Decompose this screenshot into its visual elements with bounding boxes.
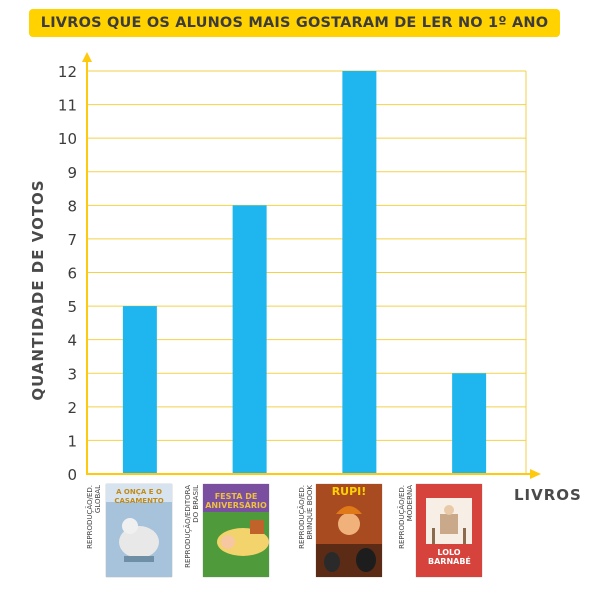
- y-tick-label: 10: [58, 130, 77, 148]
- book-cover-3-illustration: [316, 484, 382, 577]
- chart-title-banner: LIVROS QUE OS ALUNOS MAIS GOSTARAM DE LE…: [29, 9, 560, 37]
- cover-credit-4: REPRODUÇÃO/ED. MODERNA: [398, 485, 414, 549]
- chart-title: LIVROS QUE OS ALUNOS MAIS GOSTARAM DE LE…: [40, 15, 549, 31]
- book-cover-1-title: A ONÇA E O CASAMENTO: [114, 488, 164, 505]
- y-tick-label: 0: [67, 466, 77, 484]
- book-cover-2-title: FESTA DE ANIVERSÁRIO: [205, 492, 267, 510]
- y-tick-label: 6: [67, 265, 77, 283]
- x-axis-label: LIVROS: [514, 486, 582, 504]
- y-axis-arrow: [82, 52, 92, 62]
- y-tick-label: 11: [58, 97, 77, 115]
- book-cover-1: A ONÇA E O CASAMENTO: [106, 484, 172, 577]
- y-tick-label: 12: [58, 63, 77, 81]
- bar-4: [452, 373, 487, 474]
- cover-credit-3: REPRODUÇÃO/ED. BRINQUE BOOK: [298, 485, 314, 549]
- cover-credit-2: REPRODUÇÃO/EDITORA DO BRASIL: [184, 485, 200, 568]
- bar-3: [342, 71, 377, 474]
- book-cover-2-illustration: [203, 484, 269, 577]
- y-tick-label: 2: [67, 399, 77, 417]
- bar-1: [122, 306, 157, 474]
- y-tick-label: 7: [67, 231, 77, 249]
- y-tick-label: 3: [67, 365, 77, 383]
- y-tick-label: 5: [67, 298, 77, 316]
- bar-2: [232, 205, 267, 475]
- book-cover-2: FESTA DE ANIVERSÁRIO: [203, 484, 269, 577]
- book-cover-3: RUPI!: [316, 484, 382, 577]
- book-cover-4-title: LOLO BARNABÉ: [428, 548, 471, 566]
- y-tick-label: 4: [67, 332, 77, 350]
- y-tick-label: 1: [67, 432, 77, 450]
- book-cover-4: LOLO BARNABÉ: [416, 484, 482, 577]
- book-cover-1-illustration: [106, 484, 172, 577]
- y-tick-label: 9: [67, 164, 77, 182]
- book-cover-4-illustration: [416, 484, 482, 577]
- cover-credit-1: REPRODUÇÃO/ED. GLOBAL: [86, 485, 102, 549]
- y-tick-label: 8: [67, 197, 77, 215]
- x-axis-arrow: [530, 469, 541, 479]
- book-cover-3-title: RUPI!: [331, 485, 367, 498]
